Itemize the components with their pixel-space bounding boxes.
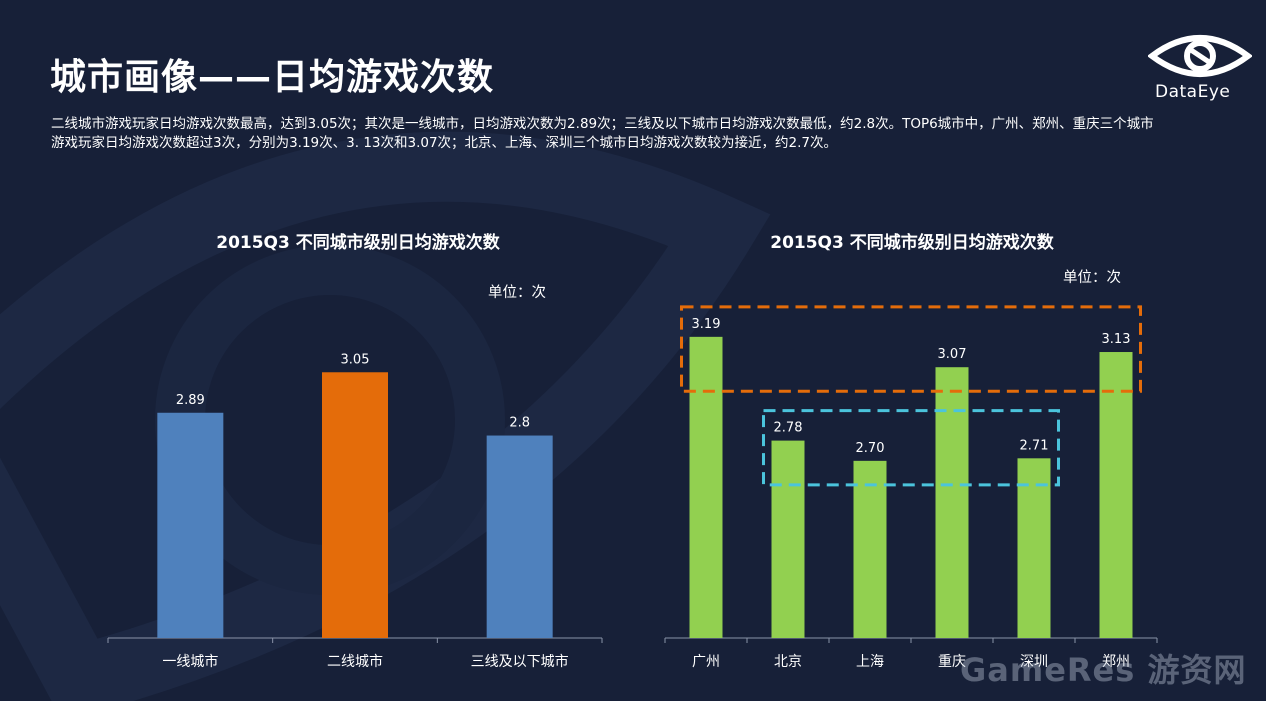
bar-上海	[853, 460, 887, 638]
x-tick-label: 郑州	[1102, 654, 1130, 670]
data-label: 2.70	[856, 441, 885, 456]
page-title: 城市画像——日均游戏次数	[50, 57, 495, 98]
data-label: 2.89	[176, 393, 205, 408]
x-tick-label: 上海	[856, 654, 884, 670]
x-tick-label: 深圳	[1020, 654, 1048, 670]
x-tick-label: 广州	[692, 654, 720, 670]
data-label: 3.07	[938, 347, 967, 362]
eye-logo-icon	[1148, 35, 1252, 77]
bar-重庆	[935, 367, 969, 638]
bar-三线及以下城市	[486, 435, 553, 638]
bar-北京	[771, 440, 805, 638]
watermark: GameRes 游资网	[960, 651, 1247, 689]
data-label: 2.71	[1020, 438, 1049, 453]
data-label: 2.78	[774, 421, 803, 436]
x-tick-label: 北京	[774, 654, 802, 670]
chart-title-right: 2015Q3 不同城市级别日均游戏次数	[770, 233, 1054, 253]
logo-text: DataEye	[1155, 82, 1231, 102]
data-label: 3.05	[341, 352, 370, 367]
highlight-box-2	[762, 409, 1060, 487]
x-tick-label: 二线城市	[327, 653, 383, 670]
highlight-box-1	[680, 305, 1142, 393]
bar-一线城市	[157, 412, 224, 638]
bar-二线城市	[322, 372, 388, 638]
data-label: 3.19	[692, 317, 721, 332]
data-label: 2.8	[509, 416, 530, 431]
bar-郑州	[1099, 352, 1133, 638]
chart-title-left: 2015Q3 不同城市级别日均游戏次数	[216, 233, 500, 253]
bar-广州	[689, 336, 723, 638]
data-label: 3.13	[1102, 332, 1131, 347]
x-tick-label: 一线城市	[162, 653, 218, 670]
unit-label-left: 单位：次	[488, 285, 546, 301]
bar-深圳	[1017, 458, 1051, 638]
x-tick-label: 重庆	[938, 654, 966, 670]
unit-label-right: 单位：次	[1063, 270, 1121, 286]
x-tick-label: 三线及以下城市	[471, 653, 569, 670]
page-description: 二线城市游戏玩家日均游戏次数最高，达到3.05次；其次是一线城市，日均游戏次数为…	[51, 116, 1154, 151]
